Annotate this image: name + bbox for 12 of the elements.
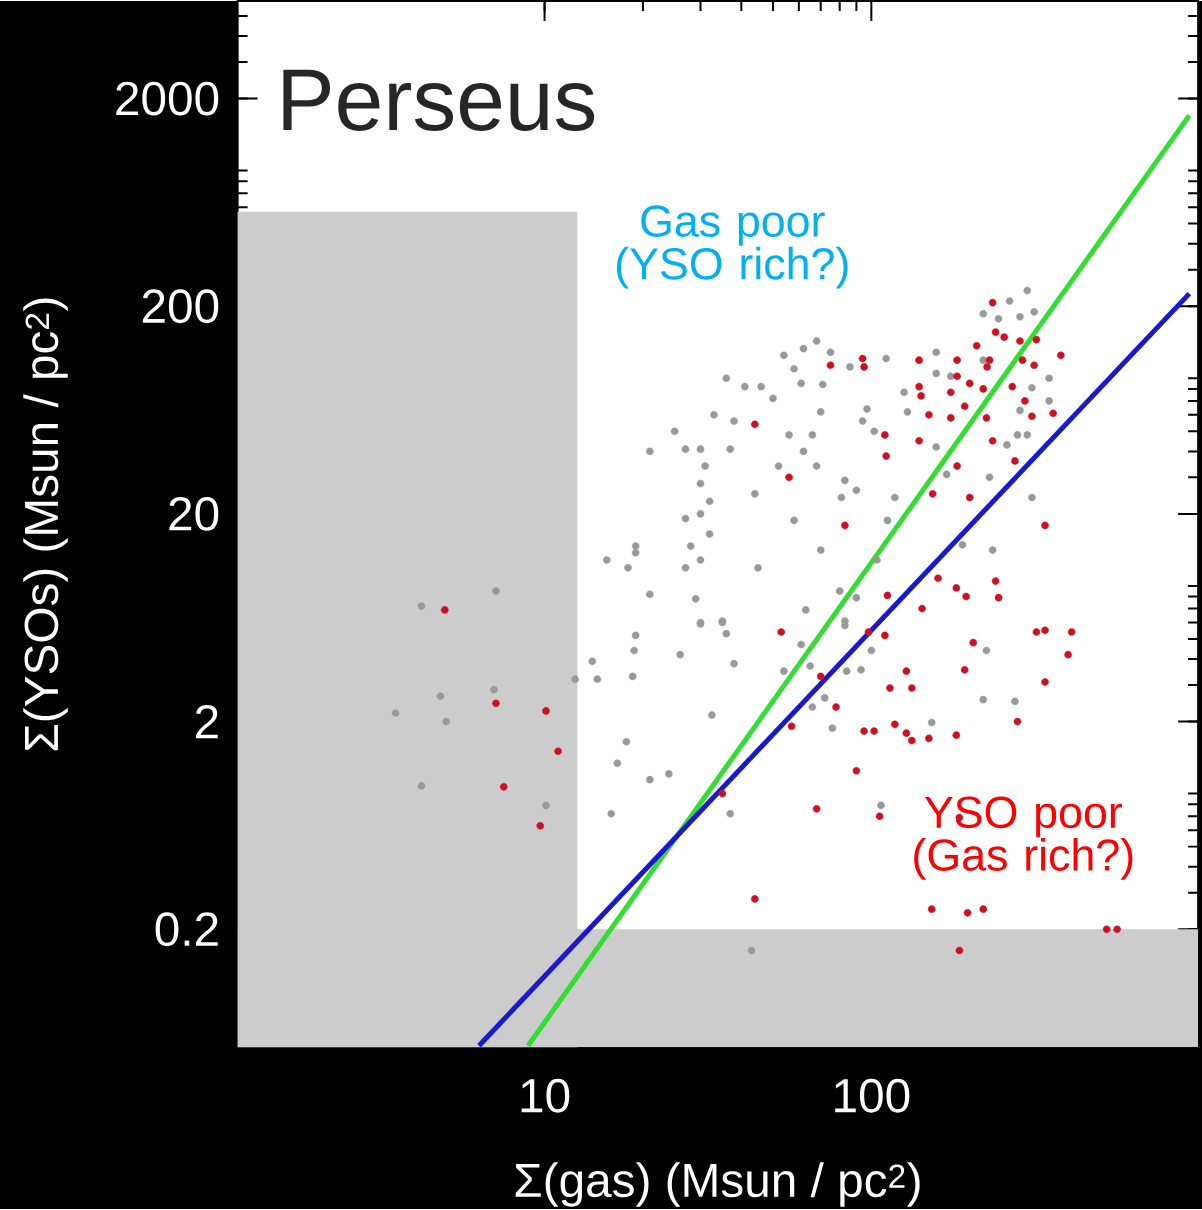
y-tick-label: 20 bbox=[169, 497, 219, 531]
y-tick-label: 2 bbox=[195, 704, 218, 739]
y-tick-label: 0.2 bbox=[155, 912, 218, 947]
y-tick-label: 2000 bbox=[116, 81, 219, 116]
x-tick-label: 10 bbox=[521, 1078, 570, 1113]
annotation: YSO poor (Gas rich?) bbox=[914, 796, 1133, 880]
x-tick-label: 100 bbox=[835, 1078, 910, 1113]
y-axis-title: Σ(YSOs) (Msun / pc$^{2}$) bbox=[23, 298, 68, 751]
x-axis-title: Σ(gas) (Msun / pc$^{2}$) bbox=[515, 1162, 920, 1207]
text: Perseus bbox=[283, 69, 595, 131]
y-tick-label: 200 bbox=[142, 289, 219, 324]
annotation: Gas poor (YSO rich?) bbox=[616, 205, 848, 289]
